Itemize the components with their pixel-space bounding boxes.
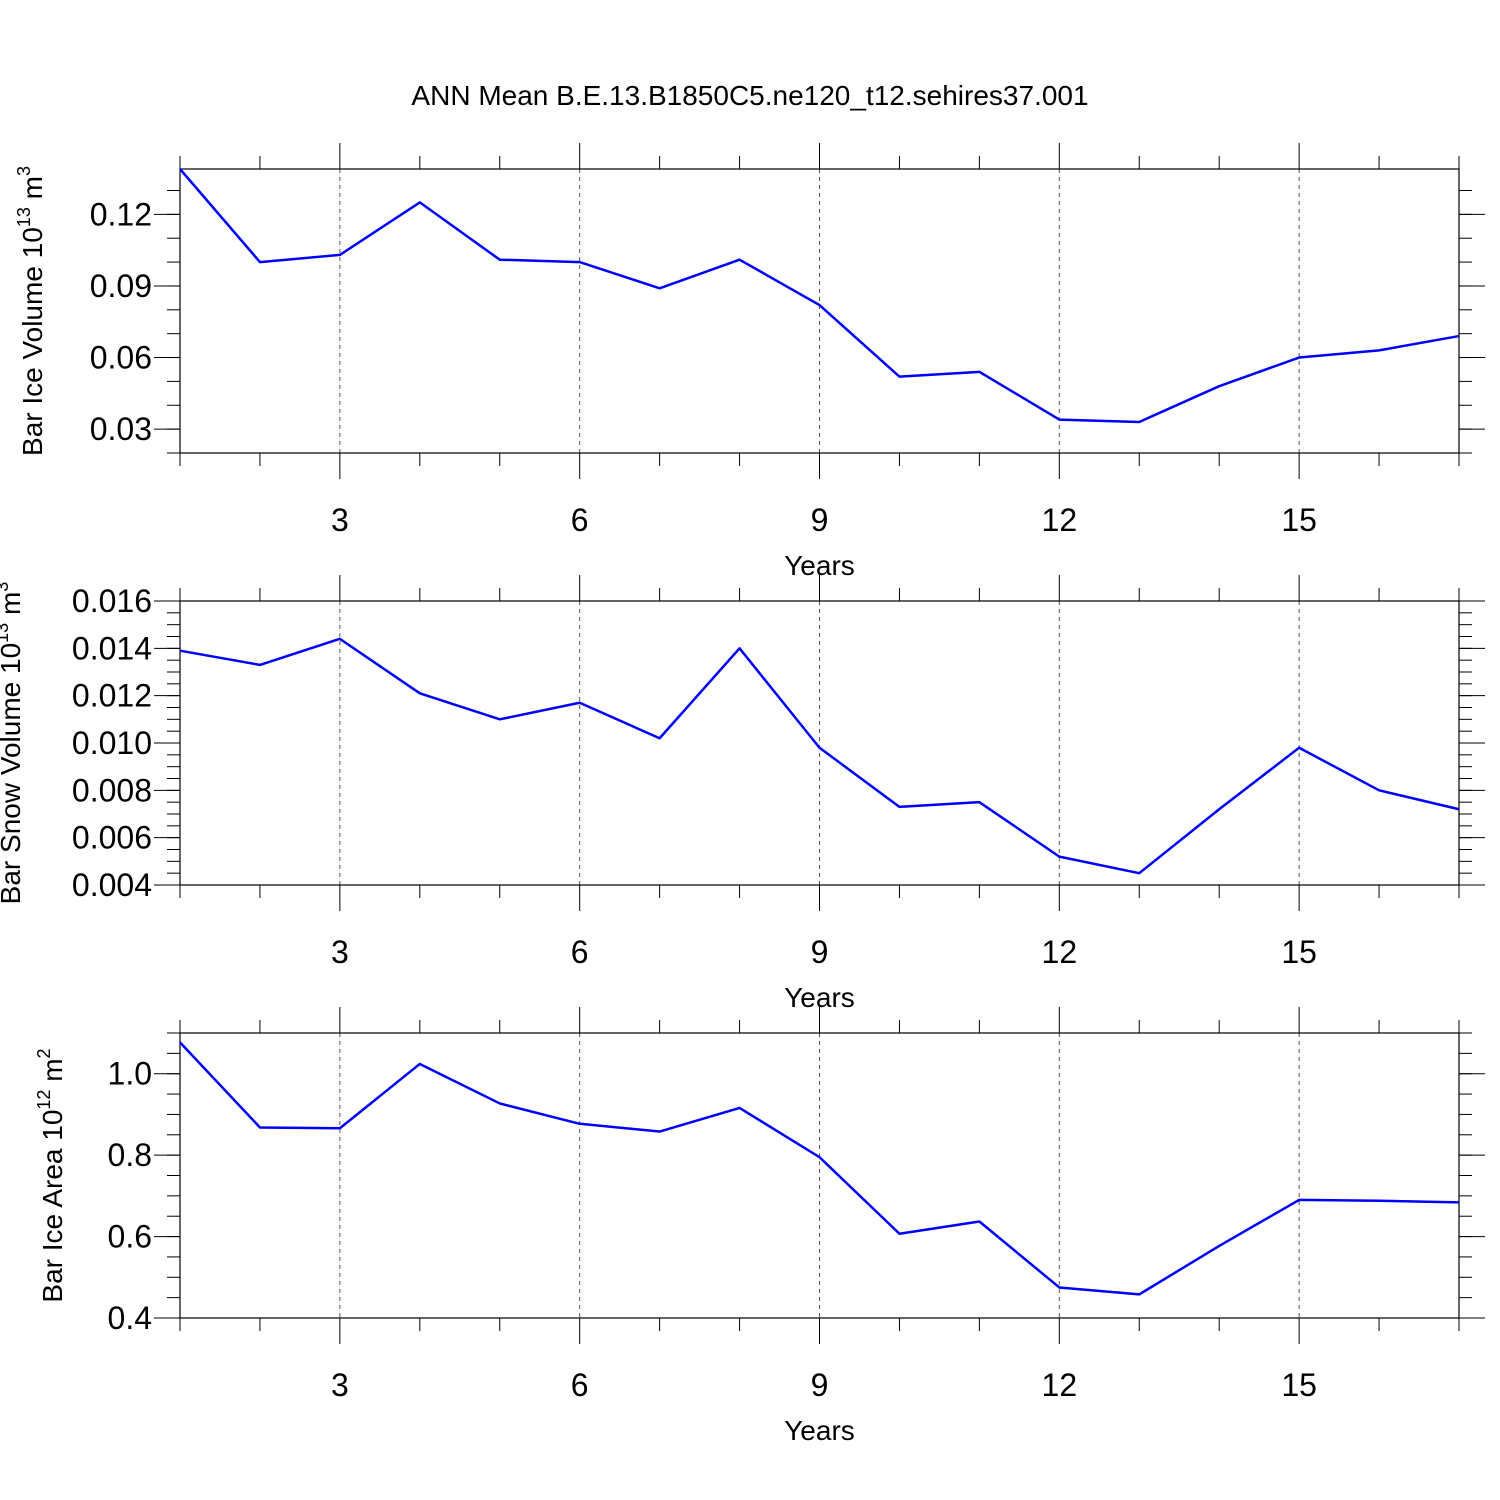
chart-title: ANN Mean B.E.13.B1850C5.ne120_t12.sehire…	[411, 80, 1089, 111]
y-tick-label: 0.008	[72, 772, 152, 808]
x-tick-label: 6	[571, 1367, 589, 1403]
series-line	[179, 1041, 1460, 1296]
y-axis-label: Bar Snow Volume 1013 m3	[0, 582, 26, 905]
x-tick-label: 6	[571, 934, 589, 970]
x-tick-label: 12	[1042, 1367, 1078, 1403]
x-tick-label: 15	[1281, 1367, 1317, 1403]
x-tick-label: 12	[1042, 502, 1078, 538]
y-axis-label: Bar Ice Area 1012 m2	[34, 1048, 68, 1302]
x-tick-label: 15	[1281, 934, 1317, 970]
y-tick-label: 0.014	[72, 630, 152, 666]
x-tick-label: 15	[1281, 502, 1317, 538]
y-tick-label: 0.006	[72, 820, 152, 856]
y-axis-label: Bar Ice Volume 1013 m3	[14, 166, 48, 456]
x-tick-label: 12	[1042, 934, 1078, 970]
x-tick-label: 3	[331, 934, 349, 970]
y-tick-label: 0.12	[90, 196, 152, 232]
y-tick-label: 0.010	[72, 725, 152, 761]
y-tick-label: 0.8	[108, 1137, 152, 1173]
y-tick-label: 0.6	[108, 1219, 152, 1255]
y-tick-label: 0.4	[108, 1300, 152, 1336]
x-tick-label: 9	[811, 502, 829, 538]
x-tick-label: 6	[571, 502, 589, 538]
x-tick-label: 3	[331, 502, 349, 538]
chart-panel-2: 3 6 9 12 15 0.004 0.006 0.008 0.010 0.012 0.014 0.0…	[0, 575, 1485, 1013]
y-tick-label: 0.03	[90, 411, 152, 447]
x-tick-label: 9	[811, 1367, 829, 1403]
chart-panel-3: 3 6 9 12 15 0.4 0.6 0.8 1.0 Years Bar Ice Area 101…	[34, 1007, 1485, 1446]
x-axis-label: Years	[784, 1415, 855, 1446]
y-tick-label: 0.012	[72, 678, 152, 714]
y-tick-label: 0.06	[90, 340, 152, 376]
y-tick-label: 0.004	[72, 867, 152, 903]
y-tick-label: 0.09	[90, 268, 152, 304]
y-tick-label: 0.016	[72, 583, 152, 619]
x-tick-label: 9	[811, 934, 829, 970]
x-tick-label: 3	[331, 1367, 349, 1403]
y-tick-label: 1.0	[108, 1056, 152, 1092]
series-line	[179, 637, 1460, 875]
series-line	[179, 168, 1460, 424]
